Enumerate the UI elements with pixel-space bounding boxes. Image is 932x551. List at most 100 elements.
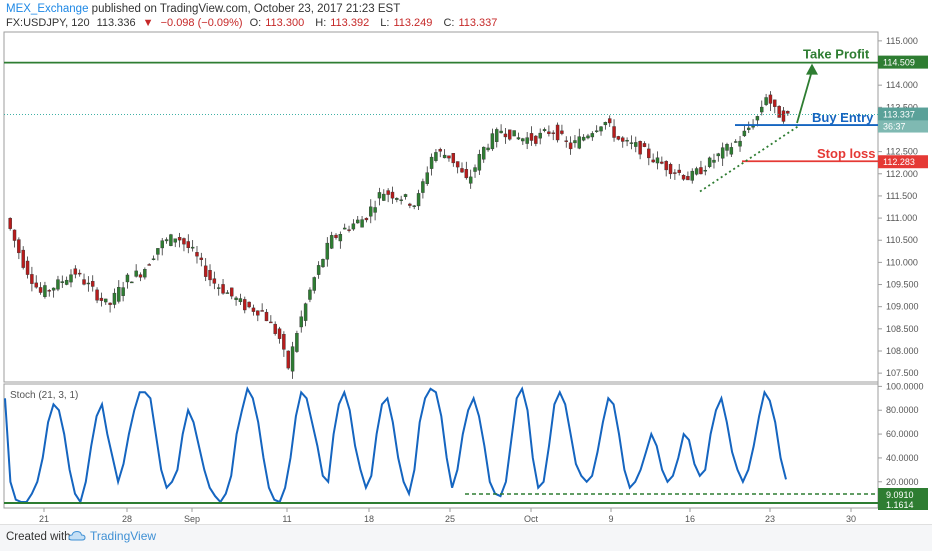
candle [542, 129, 547, 131]
chart-header: MEX_Exchange published on TradingView.co… [0, 0, 932, 32]
candle [282, 334, 286, 350]
publish-info: MEX_Exchange published on TradingView.co… [6, 3, 400, 15]
candle [651, 159, 655, 163]
candle [468, 176, 473, 184]
candle [625, 139, 629, 142]
x-tick-label: 18 [364, 514, 374, 524]
candle [30, 274, 34, 284]
candle [134, 270, 138, 277]
candle [303, 303, 308, 321]
candle [238, 298, 243, 303]
price-tick-label: 111.500 [886, 191, 917, 201]
tradingview-cloud-icon [68, 530, 86, 541]
candle [681, 174, 686, 180]
candle [351, 223, 356, 230]
candle [82, 279, 86, 285]
target-arrow-shaft [796, 70, 813, 124]
candle [499, 130, 503, 134]
stoch-line [4, 386, 787, 505]
candle [416, 193, 421, 207]
stoch-tick-label: 60.0000 [886, 429, 919, 439]
candle [755, 116, 760, 121]
x-tick-label: Sep [184, 514, 200, 524]
price-tick-label: 113.500 [886, 102, 918, 112]
candle [408, 203, 412, 206]
tradingview-link[interactable]: TradingView [68, 529, 156, 543]
candle [130, 281, 134, 284]
take-profit-tag-label: 114.509 [883, 58, 915, 68]
candle [786, 110, 790, 114]
stoch-tag-2 [878, 498, 928, 510]
trend-line[interactable] [699, 124, 801, 193]
candle [73, 268, 78, 275]
candle [768, 94, 773, 104]
candle [164, 239, 169, 242]
candle [308, 289, 312, 300]
current-price-tag [878, 107, 928, 121]
candle [221, 284, 225, 294]
candle [690, 170, 694, 181]
candle [703, 169, 708, 172]
candle [51, 287, 56, 291]
footer-bar: Created with TradingView [0, 524, 932, 551]
candle [460, 168, 464, 173]
candle [642, 143, 647, 147]
candle [442, 154, 447, 159]
candle [334, 234, 338, 238]
candle [342, 227, 347, 230]
candle [156, 248, 160, 255]
author-link[interactable]: MEX_Exchange [6, 3, 89, 15]
candle [777, 105, 781, 118]
candle [534, 135, 538, 144]
candle [512, 130, 516, 137]
price-tick-label: 109.000 [886, 302, 919, 312]
candle [560, 130, 564, 134]
price-tick-label: 109.500 [886, 280, 919, 290]
chart-canvas[interactable]: 115.000114.500114.000113.500113.000112.5… [0, 0, 932, 524]
price-panel[interactable] [3, 31, 879, 383]
candle [725, 144, 729, 151]
stoch-tag-2-label: 1.1614 [886, 500, 914, 510]
candle [464, 169, 469, 179]
candle [225, 292, 230, 294]
candle [447, 155, 451, 159]
candle [25, 260, 30, 275]
price-tick-label: 108.000 [886, 346, 919, 356]
candle [521, 138, 525, 142]
candle [138, 274, 143, 278]
candle [277, 328, 282, 339]
x-tick-label: Oct [524, 514, 539, 524]
candle [629, 142, 634, 144]
stoch-panel[interactable] [3, 383, 879, 509]
candle [99, 297, 104, 301]
candle [147, 264, 151, 266]
candle [151, 258, 156, 260]
candle [773, 99, 777, 107]
stop-loss-tag [878, 155, 928, 169]
candle [607, 118, 612, 124]
candle [590, 133, 595, 138]
stoch-tick-label: 80.0000 [886, 405, 919, 415]
candle [160, 240, 164, 249]
candle [707, 157, 712, 167]
candle [356, 219, 360, 224]
candle [95, 289, 99, 301]
price-tick-label: 110.500 [886, 235, 918, 245]
symbol-label[interactable]: FX:USDJPY, 120 [6, 17, 90, 29]
x-tick-label: 30 [846, 514, 856, 524]
candle [208, 270, 212, 281]
candle [64, 279, 69, 285]
high-label: H: [315, 17, 327, 29]
price-tick-label: 110.000 [886, 257, 918, 267]
candle [38, 287, 43, 293]
candle [594, 130, 599, 132]
candle [321, 259, 325, 268]
candle [716, 153, 721, 157]
candle [751, 125, 755, 128]
candle [399, 199, 403, 201]
candle [143, 269, 147, 278]
open-value: 113.300 [265, 17, 305, 29]
candle [286, 350, 290, 369]
candle [568, 142, 573, 150]
candle [612, 126, 616, 138]
